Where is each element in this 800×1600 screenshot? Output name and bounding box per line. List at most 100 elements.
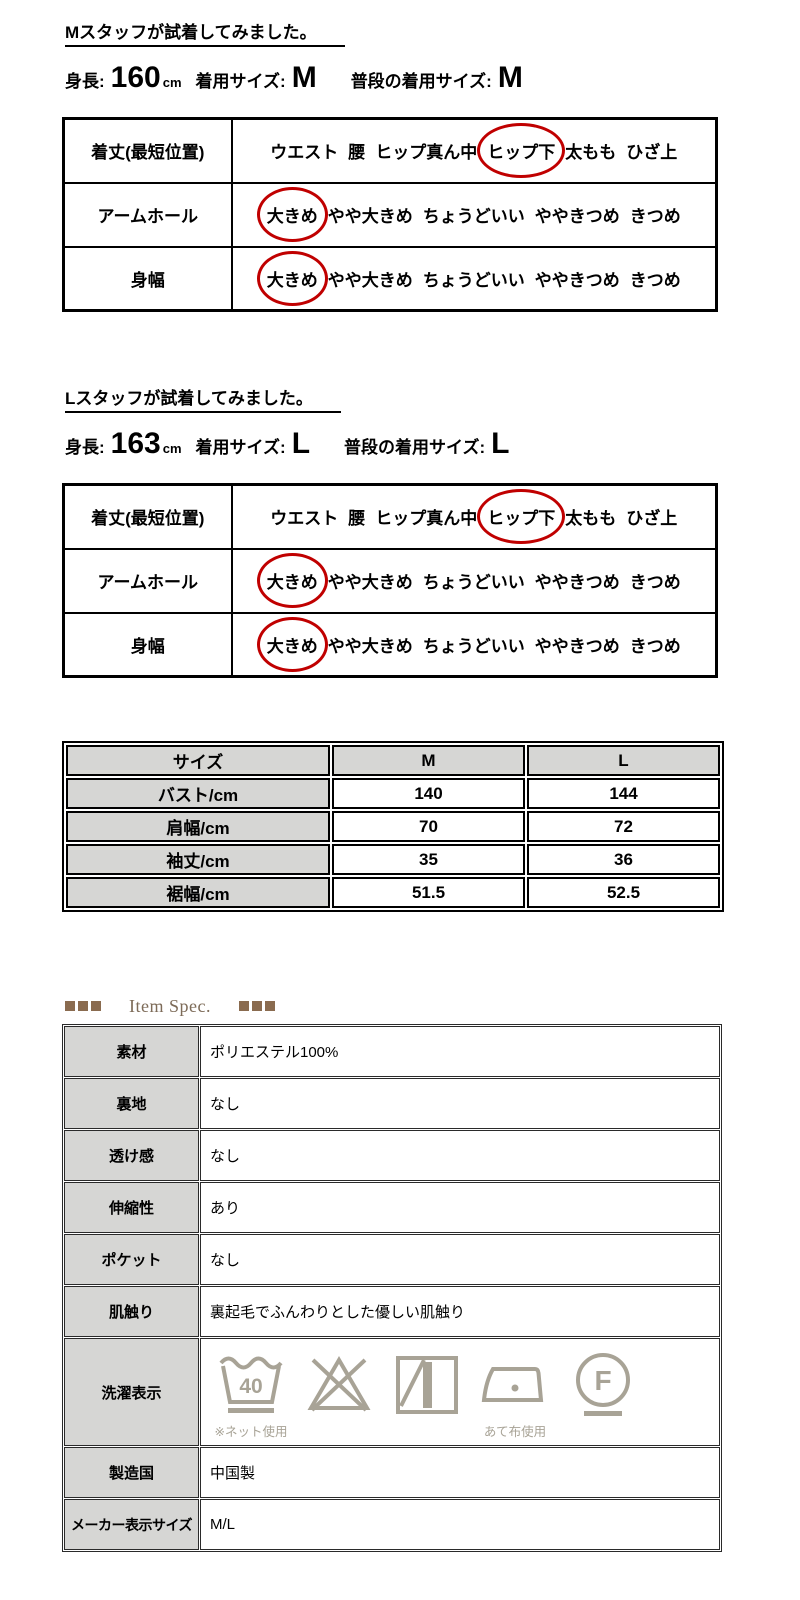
fit-option-selected: 大きめ: [256, 187, 328, 242]
fit-option: ややきつめ: [534, 207, 620, 226]
usual-size-value: M: [497, 61, 523, 94]
table-row: 身幅 大きめ やや大きめ ちょうどいい ややきつめ きつめ: [62, 611, 718, 678]
wear-size-value: L: [291, 427, 311, 460]
fit-row-options: ウエスト腰ヒップ真ん中 ヒップ下 太もも ひざ上: [230, 483, 718, 550]
height-unit: cm: [162, 441, 182, 456]
table-row: 裏地 なし: [64, 1078, 720, 1129]
fit-option: ちょうどいい: [422, 636, 525, 656]
table-row: バスト/cm 140 144: [66, 778, 720, 809]
fit-row-options: 大きめ やや大きめ ちょうどいい ややきつめ きつめ: [230, 547, 718, 614]
table-row: 着丈(最短位置) ウエスト腰ヒップ真ん中 ヒップ下 太もも ひざ上: [62, 117, 718, 184]
spec-label: 裏地: [64, 1078, 199, 1129]
table-row: 製造国 中国製: [64, 1447, 720, 1498]
spec-label: ポケット: [64, 1234, 199, 1285]
fit-option-selected: 大きめ: [256, 616, 328, 672]
fit-row-options: 大きめ やや大きめ ちょうどいい ややきつめ きつめ: [230, 611, 718, 678]
fit-heading: Mスタッフが試着してみました。: [65, 22, 345, 47]
size-value: 35: [332, 844, 525, 875]
fit-stats: 身長: 163 cm 着用サイズ: L 普段の着用サイズ: L: [65, 429, 800, 467]
spec-label: 洗濯表示: [64, 1338, 199, 1446]
size-value: 70: [332, 811, 525, 842]
fit-option: 太もも: [565, 143, 617, 163]
spec-label: 素材: [64, 1026, 199, 1077]
gentle-dry-clean-f-icon: F: [564, 1350, 642, 1440]
size-value: 72: [527, 811, 720, 842]
size-value: 144: [527, 778, 720, 809]
line-dry-in-shade-icon: [388, 1350, 466, 1440]
size-row-label: 裾幅/cm: [66, 877, 330, 908]
table-row: 伸縮性 あり: [64, 1182, 720, 1233]
dry-clean-letter: F: [594, 1365, 611, 1396]
spec-value: ポリエステル100%: [200, 1026, 720, 1077]
fit-option: ウエスト: [270, 509, 339, 529]
spec-value: M/L: [200, 1499, 720, 1550]
fit-option: ひざ上: [626, 143, 678, 163]
size-table: サイズ M L バスト/cm 140 144 肩幅/cm 70 72 袖丈/cm…: [62, 741, 724, 912]
fit-row-options: ウエスト腰ヒップ真ん中 ヒップ下 太もも ひざ上: [230, 117, 718, 184]
fit-stats: 身長: 160 cm 着用サイズ: M 普段の着用サイズ: M: [65, 63, 800, 101]
table-row: 身幅 大きめ やや大きめ ちょうどいい ややきつめ きつめ: [62, 245, 718, 312]
fit-option: 太もも: [565, 509, 617, 529]
fit-section-l: Lスタッフが試着してみました。 身長: 163 cm 着用サイズ: L 普段の着…: [0, 388, 800, 678]
fit-option-selected: 大きめ: [256, 250, 328, 306]
fit-option: ちょうどいい: [422, 207, 525, 226]
spec-value: あり: [200, 1182, 720, 1233]
table-row: 裾幅/cm 51.5 52.5: [66, 877, 720, 908]
fit-row-options: 大きめ やや大きめ ちょうどいい ややきつめ きつめ: [230, 245, 718, 312]
care-caption: あて布使用: [483, 1425, 547, 1439]
spec-label: 肌触り: [64, 1286, 199, 1337]
spec-value: 中国製: [200, 1447, 720, 1498]
usual-size-value: L: [491, 427, 510, 460]
size-value: 36: [527, 844, 720, 875]
wash-40-icon: 40 ※ネット使用: [212, 1350, 290, 1440]
fit-option: ややきつめ: [534, 270, 620, 290]
table-row: 透け感 なし: [64, 1130, 720, 1181]
table-row: 洗濯表示 40 ※ネット使用: [64, 1338, 720, 1446]
spec-label: メーカー表示サイズ: [64, 1499, 199, 1550]
spec-value: なし: [200, 1234, 720, 1285]
fit-row-label: 着丈(最短位置): [62, 483, 233, 550]
fit-option: ややきつめ: [534, 573, 620, 592]
fit-option: ややきつめ: [534, 636, 620, 656]
wash-temp-label: 40: [239, 1375, 262, 1398]
fit-option-selected: ヒップ下: [477, 489, 566, 545]
spec-value: なし: [200, 1078, 720, 1129]
care-caption: ※ネット使用: [214, 1425, 288, 1439]
fit-table: 着丈(最短位置) ウエスト腰ヒップ真ん中 ヒップ下 太もも ひざ上 アームホール 大き…: [62, 117, 718, 312]
do-not-bleach-icon: [300, 1350, 378, 1440]
fit-option: 腰: [348, 509, 366, 529]
size-value: 140: [332, 778, 525, 809]
usual-size-label: 普段の着用サイズ:: [344, 438, 486, 457]
fit-row-label: アームホール: [62, 547, 233, 614]
fit-option: ウエスト: [270, 143, 339, 163]
spec-value: 裏起毛でふんわりとした優しい肌触り: [200, 1286, 720, 1337]
fit-option: きつめ: [629, 636, 681, 656]
wear-size-label: 着用サイズ:: [195, 438, 286, 457]
usual-size-label: 普段の着用サイズ:: [350, 72, 492, 91]
wear-size-value: M: [291, 61, 317, 94]
height-label: 身長:: [65, 438, 105, 457]
fit-row-label: アームホール: [62, 181, 233, 248]
size-value: 52.5: [527, 877, 720, 908]
size-value: 51.5: [332, 877, 525, 908]
table-row: サイズ M L: [66, 745, 720, 776]
spec-label: 透け感: [64, 1130, 199, 1181]
item-spec-heading: Item Spec.: [65, 996, 800, 1016]
fit-option-selected: 大きめ: [256, 553, 328, 608]
fit-row-options: 大きめ やや大きめ ちょうどいい ややきつめ きつめ: [230, 181, 718, 248]
fit-option: やや大きめ: [327, 207, 413, 226]
size-header-cell: サイズ: [66, 745, 330, 776]
fit-option: ちょうどいい: [422, 573, 525, 592]
laundry-icons-cell: 40 ※ネット使用: [200, 1338, 720, 1446]
decor-squares-icon: [65, 1001, 101, 1011]
size-header-cell: L: [527, 745, 720, 776]
fit-row-label: 身幅: [62, 245, 233, 312]
iron-with-pressing-cloth-icon: あて布使用: [476, 1350, 554, 1440]
table-row: アームホール 大きめ やや大きめ ちょうどいい ややきつめ きつめ: [62, 547, 718, 614]
wear-size-label: 着用サイズ:: [195, 72, 286, 91]
fit-option: きつめ: [629, 573, 681, 592]
fit-option: ヒップ真ん中: [375, 509, 478, 529]
fit-option: ちょうどいい: [422, 270, 525, 290]
fit-section-m: Mスタッフが試着してみました。 身長: 160 cm 着用サイズ: M 普段の着…: [0, 22, 800, 312]
fit-option: ひざ上: [626, 509, 678, 529]
